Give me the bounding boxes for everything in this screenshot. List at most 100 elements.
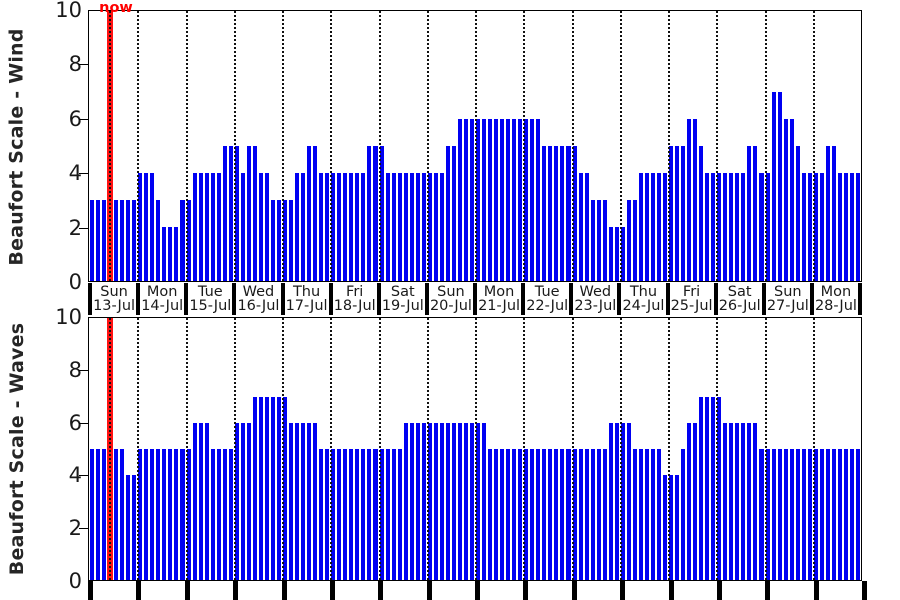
bar (366, 449, 373, 580)
bar-series-wind (89, 11, 861, 281)
bar (420, 422, 427, 580)
bar (239, 422, 246, 580)
bar (499, 119, 506, 281)
bar (806, 449, 813, 580)
bar (680, 146, 687, 281)
bar (637, 173, 644, 281)
day-date-label: 28-Jul (814, 298, 857, 314)
day-date-label: 25-Jul (670, 298, 713, 314)
bar (95, 200, 102, 281)
bar (728, 422, 735, 580)
bottom-tick (668, 581, 717, 600)
bar (517, 119, 524, 281)
bottom-tick (813, 581, 868, 600)
y-tick-mark (79, 173, 88, 175)
bar (698, 146, 705, 281)
bar (251, 396, 258, 580)
bar (324, 173, 331, 281)
bar (227, 449, 234, 580)
bar (499, 449, 506, 580)
bar (577, 173, 584, 281)
day-date-label: 19-Jul (381, 298, 424, 314)
bar (275, 396, 282, 580)
bar (131, 475, 138, 580)
bar (101, 449, 108, 580)
bar (300, 173, 307, 281)
bar (836, 173, 843, 281)
bar (481, 422, 488, 580)
bar (348, 173, 355, 281)
bar (384, 449, 391, 580)
bar (408, 173, 415, 281)
y-axis-title-waves-text: Beaufort Scale - Waves (6, 322, 28, 576)
now-label: now (99, 0, 133, 16)
day-label-cell: Thu 24-Jul (617, 283, 665, 315)
bar (758, 449, 765, 580)
bar (782, 119, 789, 281)
bar (842, 449, 849, 580)
day-of-week-label: Mon (820, 283, 852, 300)
day-date-label: 23-Jul (574, 298, 617, 314)
bottom-tick (765, 581, 813, 600)
day-label-cell: Wed 23-Jul (569, 283, 617, 315)
bar (167, 227, 174, 281)
bar (704, 173, 711, 281)
bar (776, 449, 783, 580)
bar (649, 173, 656, 281)
bar (197, 173, 204, 281)
bar (396, 173, 403, 281)
bar (306, 422, 313, 580)
bar (589, 200, 596, 281)
bar (209, 173, 216, 281)
bar (203, 173, 210, 281)
bar (294, 173, 301, 281)
day-of-week-label: Wed (242, 283, 275, 300)
bar (306, 146, 313, 281)
bar (300, 422, 307, 580)
bar (842, 173, 849, 281)
bar (342, 449, 349, 580)
bar (432, 422, 439, 580)
bar (456, 119, 463, 281)
day-of-week-label: Tue (197, 283, 223, 300)
day-date-label: 20-Jul (429, 298, 472, 314)
bar (372, 449, 379, 580)
bar (318, 173, 325, 281)
bottom-tick (233, 581, 281, 600)
day-date-label: 24-Jul (622, 298, 665, 314)
bar (269, 200, 276, 281)
bar (686, 119, 693, 281)
bar (655, 449, 662, 580)
bar (408, 422, 415, 580)
bar (854, 173, 861, 281)
bar (577, 449, 584, 580)
bar (173, 449, 180, 580)
bar (125, 200, 132, 281)
bar (686, 422, 693, 580)
bar (173, 227, 180, 281)
bar (776, 92, 783, 281)
bar (806, 173, 813, 281)
bar (680, 449, 687, 580)
bar (396, 449, 403, 580)
bottom-tick (378, 581, 426, 600)
bar (450, 422, 457, 580)
y-tick-mark (79, 528, 88, 530)
day-of-week-label: Tue (534, 283, 560, 300)
bar (288, 422, 295, 580)
day-label-cell: Thu 17-Jul (280, 283, 329, 315)
y-tick-mark (79, 118, 88, 120)
day-of-week-label: Thu (629, 283, 658, 300)
bar (179, 200, 186, 281)
bar (649, 449, 656, 580)
bar (746, 422, 753, 580)
bar (149, 449, 156, 580)
day-of-week-label: Sat (390, 283, 415, 300)
bar (589, 449, 596, 580)
bar (818, 173, 825, 281)
chart-panel-wind: 0 2 4 6 8 10 (55, 0, 862, 294)
y-axis-title-waves: Beaufort Scale - Waves (0, 300, 34, 598)
y-tick-label: 0 (68, 270, 82, 294)
bar-series-waves (89, 318, 861, 580)
bar (505, 119, 512, 281)
